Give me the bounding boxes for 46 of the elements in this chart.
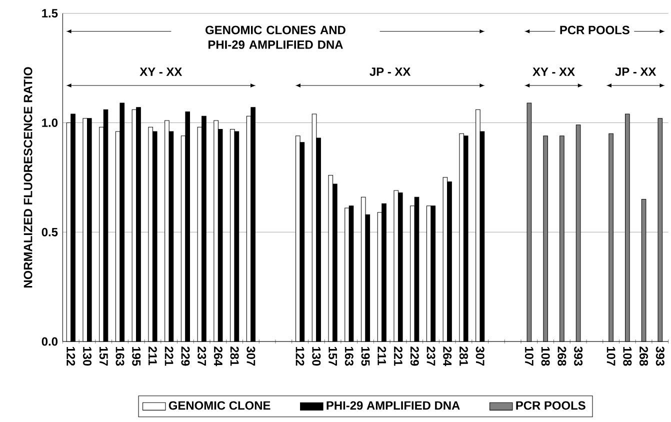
annotation: GENOMIC CLONES AND PHI-29 AMPLIFIED DNA bbox=[206, 26, 346, 50]
y-tick-label: 1.0 bbox=[42, 118, 58, 128]
x-tick-label: 229 bbox=[181, 346, 190, 366]
annotation: JP - XX bbox=[615, 68, 656, 76]
x-tick-label: 237 bbox=[426, 346, 436, 366]
x-tick-label: 122 bbox=[296, 347, 304, 366]
annotation: XY - XX bbox=[140, 68, 182, 76]
x-tick-label: 108 bbox=[541, 347, 550, 366]
x-tick-label: 307 bbox=[476, 346, 484, 366]
x-tick-label: 107 bbox=[606, 347, 616, 366]
x-tick-label: 195 bbox=[132, 347, 141, 366]
x-tick-label: 130 bbox=[83, 347, 92, 366]
annotation: JP - XX bbox=[370, 68, 411, 76]
legend-label: PCR POOLS bbox=[516, 401, 586, 410]
annotation: PCR POOLS bbox=[560, 26, 630, 35]
x-tick-label: 393 bbox=[656, 346, 664, 366]
x-tick-label: 221 bbox=[394, 346, 402, 366]
x-tick-label: 281 bbox=[230, 346, 239, 366]
x-tick-label: 157 bbox=[328, 347, 337, 366]
x-tick-label: 163 bbox=[116, 347, 124, 366]
legend-label: PHI-29 AMPLIFIED DNA bbox=[326, 401, 460, 410]
x-tick-label: 163 bbox=[344, 347, 354, 366]
x-tick-label: 195 bbox=[361, 347, 370, 366]
legend-label: GENOMIC CLONE bbox=[168, 401, 270, 410]
x-tick-label: 221 bbox=[164, 346, 174, 366]
x-tick-label: 229 bbox=[410, 346, 419, 366]
x-tick-label: 107 bbox=[524, 347, 534, 366]
x-tick-label: 122 bbox=[66, 347, 76, 366]
y-tick-label: 0.5 bbox=[42, 228, 58, 237]
x-tick-label: 264 bbox=[443, 346, 452, 366]
x-tick-label: 237 bbox=[198, 346, 206, 366]
x-tick-label: 268 bbox=[640, 346, 648, 366]
annotation: XY - XX bbox=[532, 68, 575, 76]
x-tick-label: 264 bbox=[214, 346, 222, 366]
y-axis-title: NORMALIZED FLUORESCENCE RATIO bbox=[24, 67, 32, 288]
x-tick-label: 268 bbox=[558, 346, 566, 366]
x-tick-label: 281 bbox=[459, 346, 468, 366]
x-tick-label: 393 bbox=[574, 346, 583, 366]
x-tick-label: 108 bbox=[623, 347, 632, 366]
y-tick-label: 0.0 bbox=[42, 337, 58, 346]
x-tick-label: 130 bbox=[312, 347, 321, 366]
x-tick-label: 157 bbox=[99, 347, 108, 366]
x-tick-label: 307 bbox=[246, 346, 256, 366]
x-tick-label: 211 bbox=[148, 346, 157, 366]
x-tick-label: 211 bbox=[378, 346, 386, 366]
y-tick-label: 1.5 bbox=[42, 9, 58, 18]
